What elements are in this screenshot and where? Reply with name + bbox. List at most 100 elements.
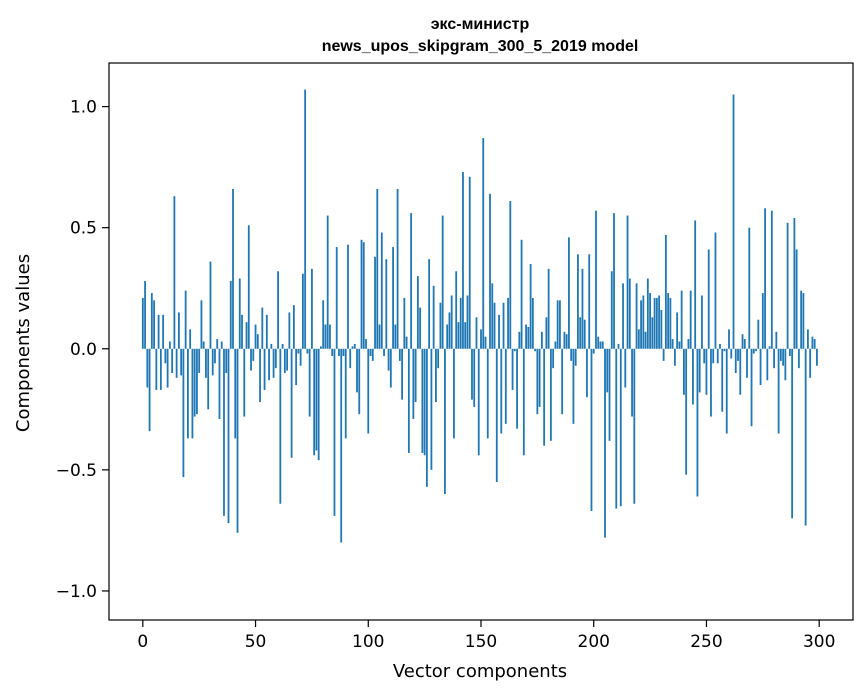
bar [448, 312, 451, 349]
bar [184, 290, 187, 349]
bar [491, 283, 494, 349]
bar [651, 317, 654, 349]
bar [545, 317, 548, 349]
y-tick-label: 0.5 [70, 219, 97, 239]
y-axis-ticks: −1.0 −0.5 0.0 0.5 1.0 [56, 98, 109, 602]
bar [577, 254, 579, 349]
bar [338, 348, 340, 357]
bar [480, 329, 482, 349]
bar [290, 348, 293, 458]
bar [676, 312, 679, 349]
bar [777, 348, 780, 434]
bar [511, 348, 514, 390]
bar [752, 348, 755, 354]
bar [554, 341, 557, 349]
bar [504, 348, 507, 424]
bar [500, 348, 503, 434]
bars-group [141, 89, 818, 543]
bar [256, 334, 259, 349]
bar [493, 302, 496, 349]
bar [403, 297, 406, 349]
bar [189, 329, 192, 349]
bar [144, 280, 146, 349]
bar [757, 319, 760, 349]
bar [755, 348, 757, 352]
bar [624, 348, 627, 388]
bar [241, 314, 243, 349]
bar [435, 348, 437, 403]
bar [590, 348, 593, 512]
x-tick-label: 200 [578, 632, 610, 652]
bar [387, 348, 390, 371]
bar [401, 348, 403, 400]
bar [182, 348, 185, 478]
bar [628, 278, 631, 349]
bar [148, 348, 151, 432]
bar [653, 297, 656, 349]
bar [218, 348, 221, 419]
bar [520, 239, 523, 349]
plot-frame [108, 62, 854, 621]
bar [811, 336, 814, 349]
bar [317, 348, 320, 461]
bar [164, 348, 167, 364]
bar [619, 348, 622, 507]
bar [385, 259, 388, 349]
bar [592, 348, 595, 354]
bar [694, 220, 697, 349]
bar [191, 348, 194, 439]
bar [707, 249, 710, 349]
bar [421, 348, 424, 453]
bar [396, 188, 399, 349]
bar [475, 317, 478, 349]
bar [750, 348, 753, 427]
bar [439, 302, 442, 349]
bar [471, 348, 473, 400]
bar [522, 348, 525, 456]
bar [223, 348, 225, 516]
bar [209, 261, 212, 349]
bar [552, 348, 555, 369]
bar [547, 268, 550, 349]
bar [563, 331, 566, 349]
x-tick-label: 50 [245, 632, 267, 652]
bar [238, 278, 241, 349]
bar [631, 348, 633, 417]
bar [486, 348, 489, 439]
bar [617, 343, 620, 349]
bar [680, 290, 683, 349]
bar [265, 314, 268, 349]
bar [200, 300, 203, 349]
bar [791, 348, 794, 519]
bar [687, 339, 690, 349]
bar [559, 300, 561, 349]
bar [162, 314, 165, 349]
bar [527, 326, 530, 349]
bar [432, 285, 435, 349]
bar [171, 348, 174, 373]
bar [730, 348, 733, 359]
bar [457, 322, 460, 349]
bar [477, 348, 480, 456]
bar [423, 348, 426, 456]
bar [536, 348, 539, 415]
bar [782, 348, 785, 366]
bar [277, 271, 279, 349]
bar [662, 348, 665, 361]
bar [572, 348, 575, 424]
bar [175, 348, 178, 378]
bar [389, 348, 392, 388]
bar [234, 348, 237, 439]
bar [211, 348, 214, 376]
bar [766, 348, 769, 381]
bar [586, 348, 588, 398]
bar [369, 348, 372, 357]
bar [615, 348, 618, 509]
x-tick-label: 0 [137, 632, 148, 652]
bar [464, 322, 467, 349]
bar [543, 348, 546, 446]
bar [374, 256, 376, 349]
bar [243, 348, 246, 417]
bar [509, 201, 512, 349]
